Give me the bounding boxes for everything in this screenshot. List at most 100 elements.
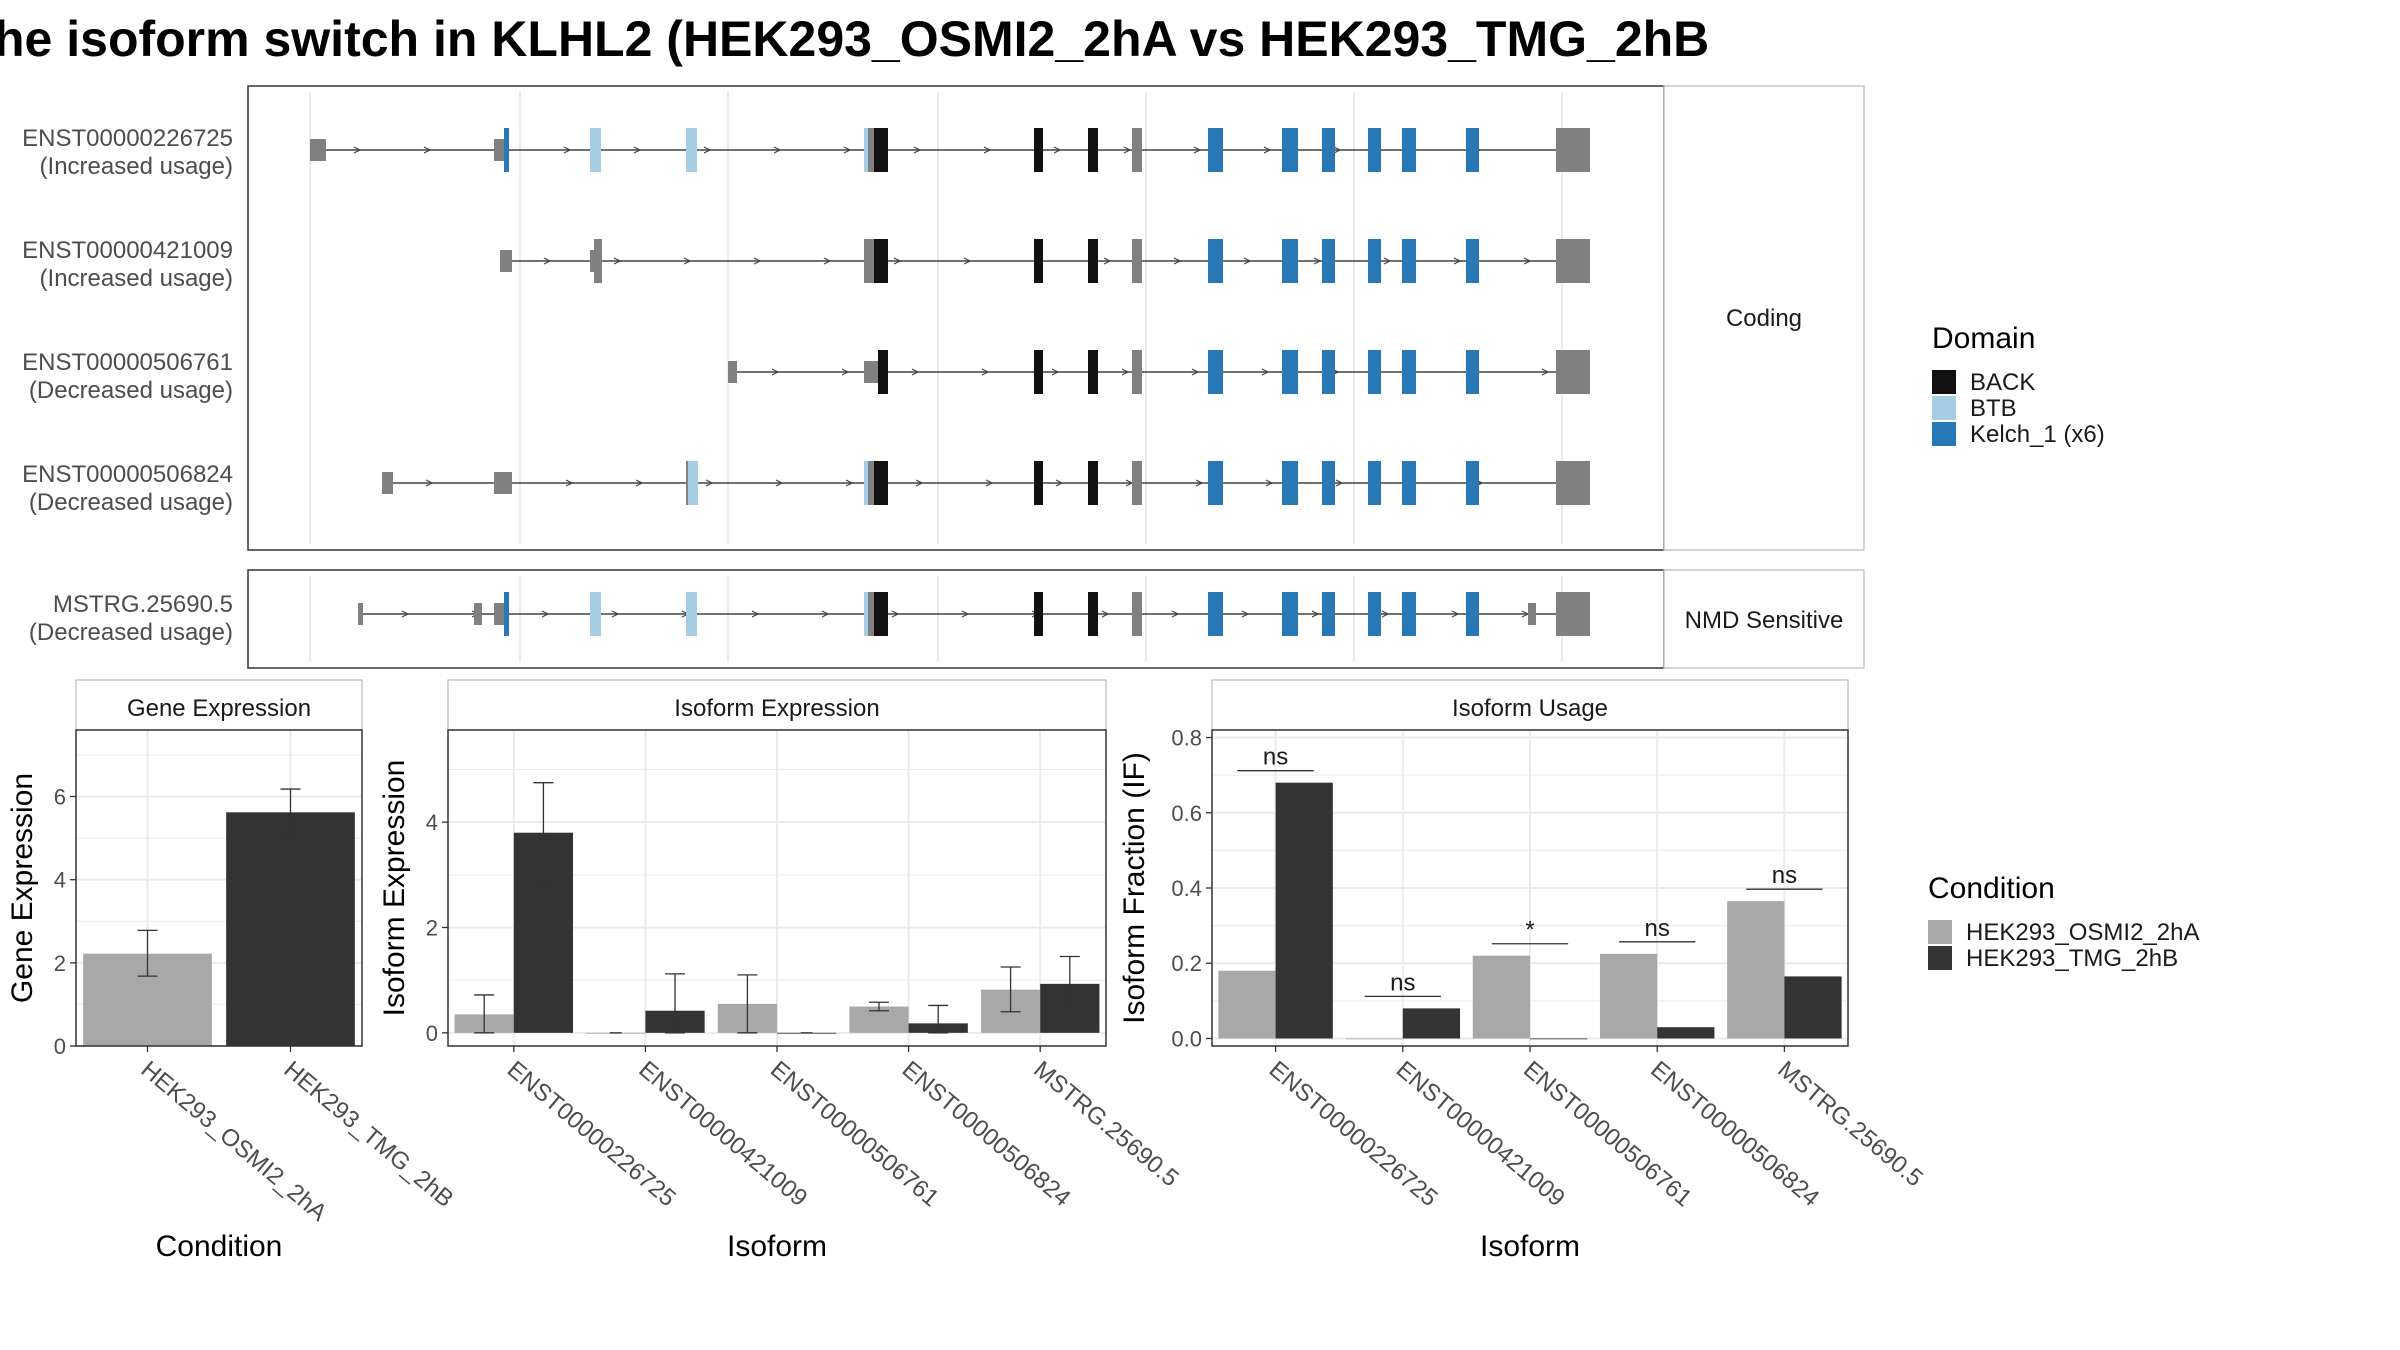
exon-block — [474, 603, 482, 625]
x-axis-title: Condition — [156, 1230, 283, 1263]
y-tick-label: 0 — [426, 1021, 438, 1046]
exon-block — [494, 472, 512, 494]
bar — [1599, 953, 1658, 1039]
direction-arrow — [915, 479, 924, 487]
direction-arrow — [911, 368, 920, 376]
y-tick-label: 0.8 — [1171, 726, 1202, 751]
direction-arrow — [821, 610, 830, 618]
direction-arrow — [1265, 479, 1274, 487]
direction-arrow — [611, 610, 620, 618]
exon-block — [1034, 239, 1043, 283]
legend-label-osmi2: HEK293_OSMI2_2hA — [1966, 919, 2199, 946]
direction-arrow — [961, 610, 970, 618]
direction-arrow — [1101, 610, 1110, 618]
exon-block — [1556, 461, 1560, 505]
exon-block — [1322, 461, 1335, 505]
direction-arrow — [1451, 610, 1460, 618]
exon-block — [1466, 128, 1479, 172]
y-axis-title: Gene Expression — [6, 773, 39, 1003]
transcript-usage-label: (Decreased usage) — [29, 619, 233, 646]
y-tick-label: 0 — [54, 1034, 66, 1059]
direction-arrow — [423, 146, 432, 154]
direction-arrow — [1261, 368, 1270, 376]
structure-gridlines — [309, 92, 1563, 662]
significance-label: * — [1525, 917, 1534, 944]
y-tick-label: 0.2 — [1171, 951, 1202, 976]
direction-arrow — [563, 146, 572, 154]
direction-arrow — [1453, 257, 1462, 265]
direction-arrow — [1333, 146, 1342, 154]
exon-block — [880, 461, 888, 505]
panel-title: Isoform Usage — [1452, 695, 1608, 722]
exon-block — [728, 361, 737, 383]
exon-block — [1208, 239, 1223, 283]
exon-block — [1368, 128, 1381, 172]
facet-label-nmd: NMD Sensitive — [1685, 607, 1844, 634]
exon-block — [1208, 461, 1223, 505]
exon-block — [1088, 239, 1098, 283]
bar — [1275, 782, 1333, 1039]
exon-block — [1402, 128, 1416, 172]
exon-block — [880, 239, 888, 283]
exon-block — [1034, 592, 1043, 636]
exon-block — [494, 603, 506, 625]
transcript-id-label: ENST00000506761 — [22, 349, 233, 376]
legend-swatch-btb — [1932, 396, 1956, 420]
direction-arrow — [1311, 610, 1320, 618]
panel-strip — [1211, 679, 1849, 731]
direction-arrow — [1195, 479, 1204, 487]
exon-block — [1466, 350, 1479, 394]
panel-strip — [75, 679, 363, 731]
direction-arrow — [543, 257, 552, 265]
legend-label-back: BACK — [1970, 369, 2035, 396]
facet-strip-nmd — [1663, 569, 1865, 669]
direction-arrow — [1121, 368, 1130, 376]
direction-arrow — [1523, 257, 1532, 265]
direction-arrow — [1313, 257, 1322, 265]
bar — [1218, 970, 1276, 1039]
exon-block — [1322, 239, 1335, 283]
exon-block — [1402, 461, 1416, 505]
exon-block — [686, 592, 697, 636]
direction-arrow — [541, 610, 550, 618]
exon-block — [1282, 239, 1298, 283]
direction-arrow — [773, 146, 782, 154]
exon-block — [868, 592, 874, 636]
exon-block — [880, 592, 888, 636]
exon-block — [1368, 350, 1381, 394]
transcript-id-label: MSTRG.25690.5 — [53, 591, 233, 618]
y-axis-title: Isoform Fraction (IF) — [1118, 752, 1151, 1024]
exon-block — [358, 603, 363, 625]
direction-arrow — [891, 610, 900, 618]
direction-arrow — [1123, 146, 1132, 154]
facet-strip-coding — [1663, 85, 1865, 551]
direction-arrow — [703, 146, 712, 154]
isoform-expression-chart: Isoform Expression024ENST00000226725ENST… — [378, 679, 1184, 1263]
direction-arrow — [893, 257, 902, 265]
bar — [1472, 955, 1530, 1039]
bar — [1784, 976, 1842, 1039]
exon-block — [1088, 350, 1098, 394]
exon-block — [1034, 350, 1043, 394]
exon-block — [1322, 350, 1335, 394]
y-tick-label: 4 — [426, 810, 438, 835]
exon-block — [1560, 461, 1590, 505]
legend-swatch-tmg — [1928, 946, 1952, 970]
exon-block — [1368, 592, 1381, 636]
direction-arrow — [1055, 479, 1064, 487]
exon-block — [590, 250, 596, 272]
exon-block — [1528, 603, 1536, 625]
direction-arrow — [353, 146, 362, 154]
direction-arrow — [1053, 146, 1062, 154]
exon-block — [1402, 239, 1416, 283]
direction-arrow — [633, 146, 642, 154]
direction-arrow — [775, 479, 784, 487]
exon-block — [868, 128, 874, 172]
exon-block — [1556, 128, 1560, 172]
legend-label-btb: BTB — [1970, 395, 2017, 422]
facet-label-coding: Coding — [1726, 305, 1802, 332]
structure-panel-nmd — [247, 569, 1665, 669]
direction-arrow — [1193, 146, 1202, 154]
exon-block — [1282, 128, 1298, 172]
